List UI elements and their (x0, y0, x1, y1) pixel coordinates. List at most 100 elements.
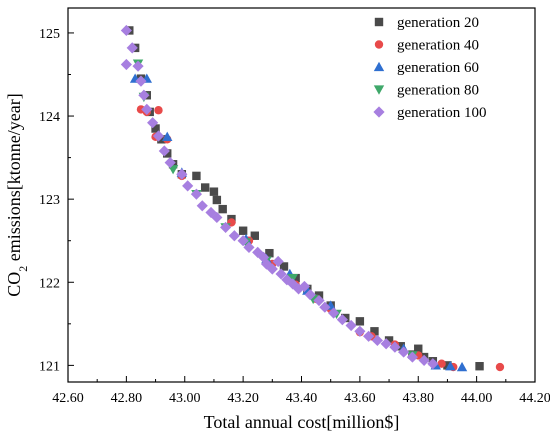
data-point-diamond (141, 103, 153, 115)
data-point-diamond (371, 334, 383, 347)
data-point-diamond (298, 280, 311, 293)
x-tick-label: 44.20 (519, 391, 550, 406)
data-point-square (370, 327, 379, 336)
y-tick-label: 124 (39, 110, 60, 125)
y-tick-label: 121 (39, 359, 60, 374)
data-point-diamond (363, 330, 375, 342)
data-point-diamond (292, 283, 305, 295)
y-axis-title-suffix: emissions[ktonne/year] (4, 93, 24, 265)
x-tick-labels: 42.60 42.80 43.00 43.20 43.40 43.60 43.80 44.00… (52, 391, 550, 406)
data-point-triangle-up (456, 361, 468, 372)
data-point-diamond (406, 351, 419, 363)
data-point-square (291, 273, 300, 283)
data-point-diamond (190, 188, 203, 200)
x-tick-label: 42.80 (111, 391, 143, 406)
data-point-square (218, 204, 227, 214)
data-point-diamond (319, 301, 331, 313)
data-point-square (279, 262, 289, 271)
data-point-circle (437, 359, 446, 368)
data-point-diamond (380, 338, 392, 350)
y-axis-title-subscript: 2 (16, 266, 30, 272)
x-tick-label: 43.60 (344, 391, 376, 406)
data-point-diamond (345, 319, 357, 332)
data-point-diamond (147, 117, 159, 129)
data-point-diamond (158, 145, 170, 157)
data-point-diamond (164, 156, 176, 169)
x-tick-label: 43.80 (403, 391, 435, 406)
data-point-diamond (237, 235, 249, 247)
data-point-diamond (120, 58, 132, 71)
data-point-diamond (275, 268, 287, 280)
axis-ticks (67, 32, 536, 382)
data-point-triangle-up (162, 131, 173, 141)
data-point-diamond (196, 200, 208, 212)
data-point-square (265, 248, 274, 258)
x-tick-label: 43.00 (169, 391, 201, 406)
data-point-square (192, 171, 201, 181)
x-tick-label: 42.60 (52, 391, 84, 406)
y-tick-label: 125 (39, 27, 60, 42)
data-point-diamond (176, 168, 188, 180)
data-point-circle (154, 106, 163, 115)
x-tick-label: 44.00 (461, 391, 493, 406)
data-point-square (157, 135, 166, 144)
data-point-diamond (135, 75, 147, 87)
data-point-square (200, 183, 210, 192)
data-point-diamond (336, 314, 348, 326)
y-tick-label: 122 (39, 276, 60, 291)
data-point-square (443, 361, 452, 370)
data-point-diamond (257, 251, 270, 263)
data-point-diamond (220, 221, 232, 234)
data-point-square (384, 336, 394, 345)
legend-marker-triangle-down (373, 85, 385, 95)
y-axis-title: CO2 emissions[ktonne/year] (4, 93, 30, 296)
y-tick-labels: 121 122 123 124 125 (39, 27, 60, 374)
x-axis-title: Total annual cost[million$] (204, 412, 400, 432)
data-point-diamond (398, 346, 410, 358)
data-markers (120, 24, 505, 372)
y-tick-label: 123 (39, 193, 60, 208)
data-point-diamond (126, 42, 138, 54)
data-point-square (212, 195, 222, 205)
x-tick-label: 43.40 (286, 391, 318, 406)
data-point-diamond (272, 255, 284, 268)
legend-marker-diamond (373, 106, 385, 118)
data-point-diamond (182, 180, 194, 192)
data-point-diamond (152, 130, 165, 142)
data-point-diamond (304, 289, 316, 301)
data-point-square (414, 344, 423, 353)
legend-marker-square (374, 17, 384, 27)
data-point-square (475, 362, 484, 371)
data-point-diamond (354, 325, 366, 337)
y-axis-title-prefix: CO (4, 272, 24, 297)
data-point-triangle-up (445, 361, 456, 371)
data-point-diamond (328, 307, 340, 319)
data-point-diamond (260, 258, 273, 270)
data-point-diamond (418, 354, 430, 366)
data-point-diamond (228, 230, 240, 242)
legend-label: generation 60 (397, 60, 479, 76)
data-point-square (250, 231, 259, 240)
legend-marker-circle (374, 40, 384, 49)
data-point-square (151, 124, 160, 133)
data-point-diamond (266, 263, 278, 275)
x-tick-label: 43.20 (227, 391, 259, 406)
data-point-square (355, 317, 365, 326)
data-point-diamond (138, 89, 150, 101)
legend-marker-triangle-up (373, 61, 385, 72)
legend-label: generation 80 (397, 83, 479, 99)
data-point-square (396, 342, 405, 351)
legend-label: generation 100 (397, 105, 487, 121)
data-point-diamond (211, 211, 223, 224)
data-point-diamond (313, 294, 325, 307)
legend-label: generation 20 (397, 15, 479, 31)
data-point-diamond (427, 358, 439, 370)
data-point-diamond (132, 60, 144, 72)
data-point-diamond (389, 341, 401, 353)
data-point-square (209, 187, 219, 196)
legend: generation 20 generation 40 generation 60 g… (373, 15, 487, 121)
data-point-circle (495, 362, 505, 372)
data-point-diamond (243, 241, 255, 253)
data-point-square (238, 226, 248, 235)
